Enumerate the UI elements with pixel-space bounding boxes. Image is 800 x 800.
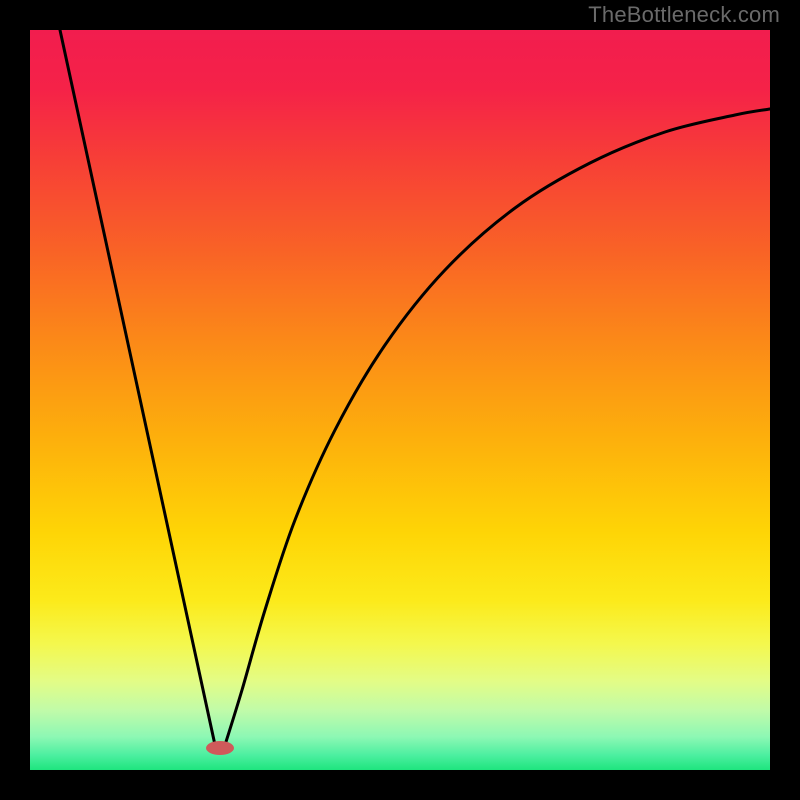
bottleneck-chart — [0, 0, 800, 800]
attribution-text: TheBottleneck.com — [588, 2, 780, 28]
minimum-marker — [206, 741, 234, 755]
